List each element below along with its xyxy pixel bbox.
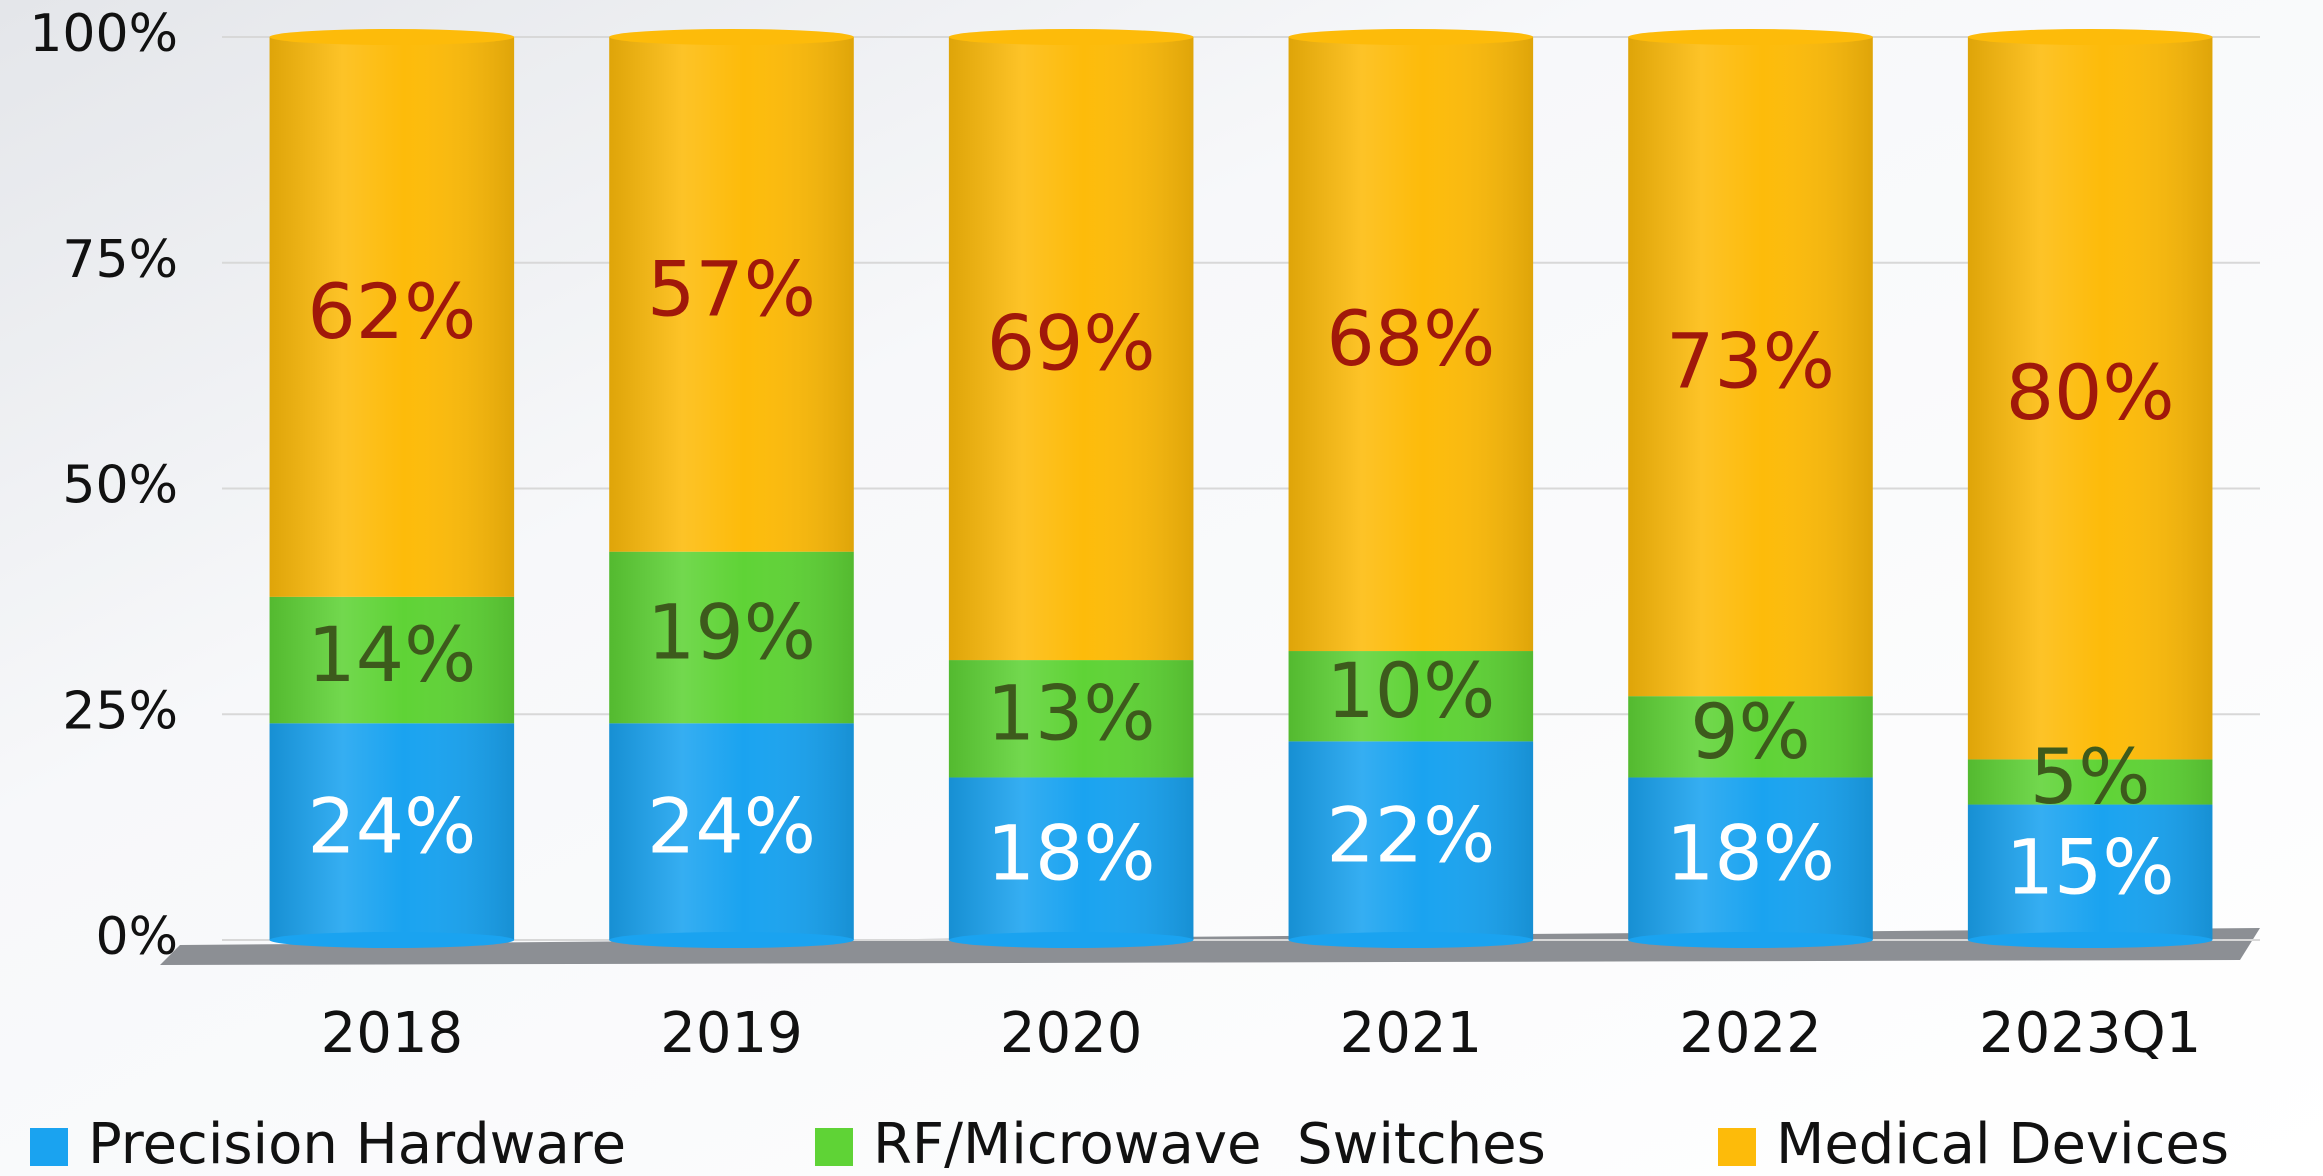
legend-label: Medical Devices: [1776, 1112, 2229, 1176]
data-label: 24%: [307, 782, 476, 871]
cylinder-shading: [609, 37, 854, 940]
data-label: 68%: [1326, 294, 1495, 383]
cylinder-shading: [1628, 37, 1873, 940]
data-label: 24%: [647, 782, 816, 871]
data-label: 22%: [1326, 791, 1495, 880]
cylinder-bottom: [1288, 932, 1534, 948]
cylinder-top: [269, 29, 515, 45]
legend-swatch: [30, 1128, 68, 1166]
cylinder-bottom: [269, 932, 515, 948]
cylinder-bottom: [1628, 932, 1873, 948]
x-tick-label: 2018: [321, 1001, 464, 1066]
cylinder-top: [609, 29, 854, 45]
y-tick-label: 0%: [96, 907, 179, 967]
data-label: 13%: [987, 669, 1156, 758]
data-label: 10%: [1326, 646, 1495, 735]
data-label: 15%: [2006, 822, 2175, 911]
y-tick-label: 75%: [62, 230, 178, 290]
x-tick-label: 2023Q1: [1979, 1001, 2201, 1066]
x-tick-label: 2022: [1679, 1001, 1822, 1066]
x-tick-label: 2020: [1000, 1001, 1143, 1066]
data-label: 18%: [1666, 809, 1835, 898]
cylinder-top: [1288, 29, 1534, 45]
cylinder-top: [1628, 29, 1873, 45]
data-label: 80%: [2006, 348, 2175, 437]
data-label: 14%: [307, 610, 476, 699]
data-label: 57%: [647, 244, 816, 333]
y-tick-label: 50%: [62, 456, 178, 516]
cylinder-top: [948, 29, 1194, 45]
y-tick-label: 25%: [62, 681, 178, 741]
cylinder-bottom: [609, 932, 854, 948]
x-tick-label: 2019: [660, 1001, 803, 1066]
data-label: 5%: [2030, 732, 2151, 821]
x-tick-label: 2021: [1340, 1001, 1483, 1066]
legend-swatch: [1718, 1128, 1756, 1166]
legend-label: RF/Microwave Switches: [873, 1112, 1546, 1176]
y-tick-label: 100%: [29, 4, 178, 64]
cylinder-shading: [1288, 37, 1534, 940]
cylinder-bottom: [1967, 932, 2213, 948]
cylinder-shading: [1967, 37, 2213, 940]
legend-label: Precision Hardware: [88, 1112, 626, 1176]
legend-swatch: [815, 1128, 853, 1166]
cylinder-shading: [948, 37, 1194, 940]
data-label: 62%: [307, 267, 476, 356]
data-label: 19%: [647, 587, 816, 676]
cylinder-bottom: [948, 932, 1194, 948]
data-label: 9%: [1690, 687, 1811, 776]
cylinder-shading: [269, 37, 515, 940]
data-label: 73%: [1666, 317, 1835, 406]
data-label: 18%: [987, 809, 1156, 898]
data-label: 69%: [987, 299, 1156, 388]
cylinder-top: [1967, 29, 2213, 45]
